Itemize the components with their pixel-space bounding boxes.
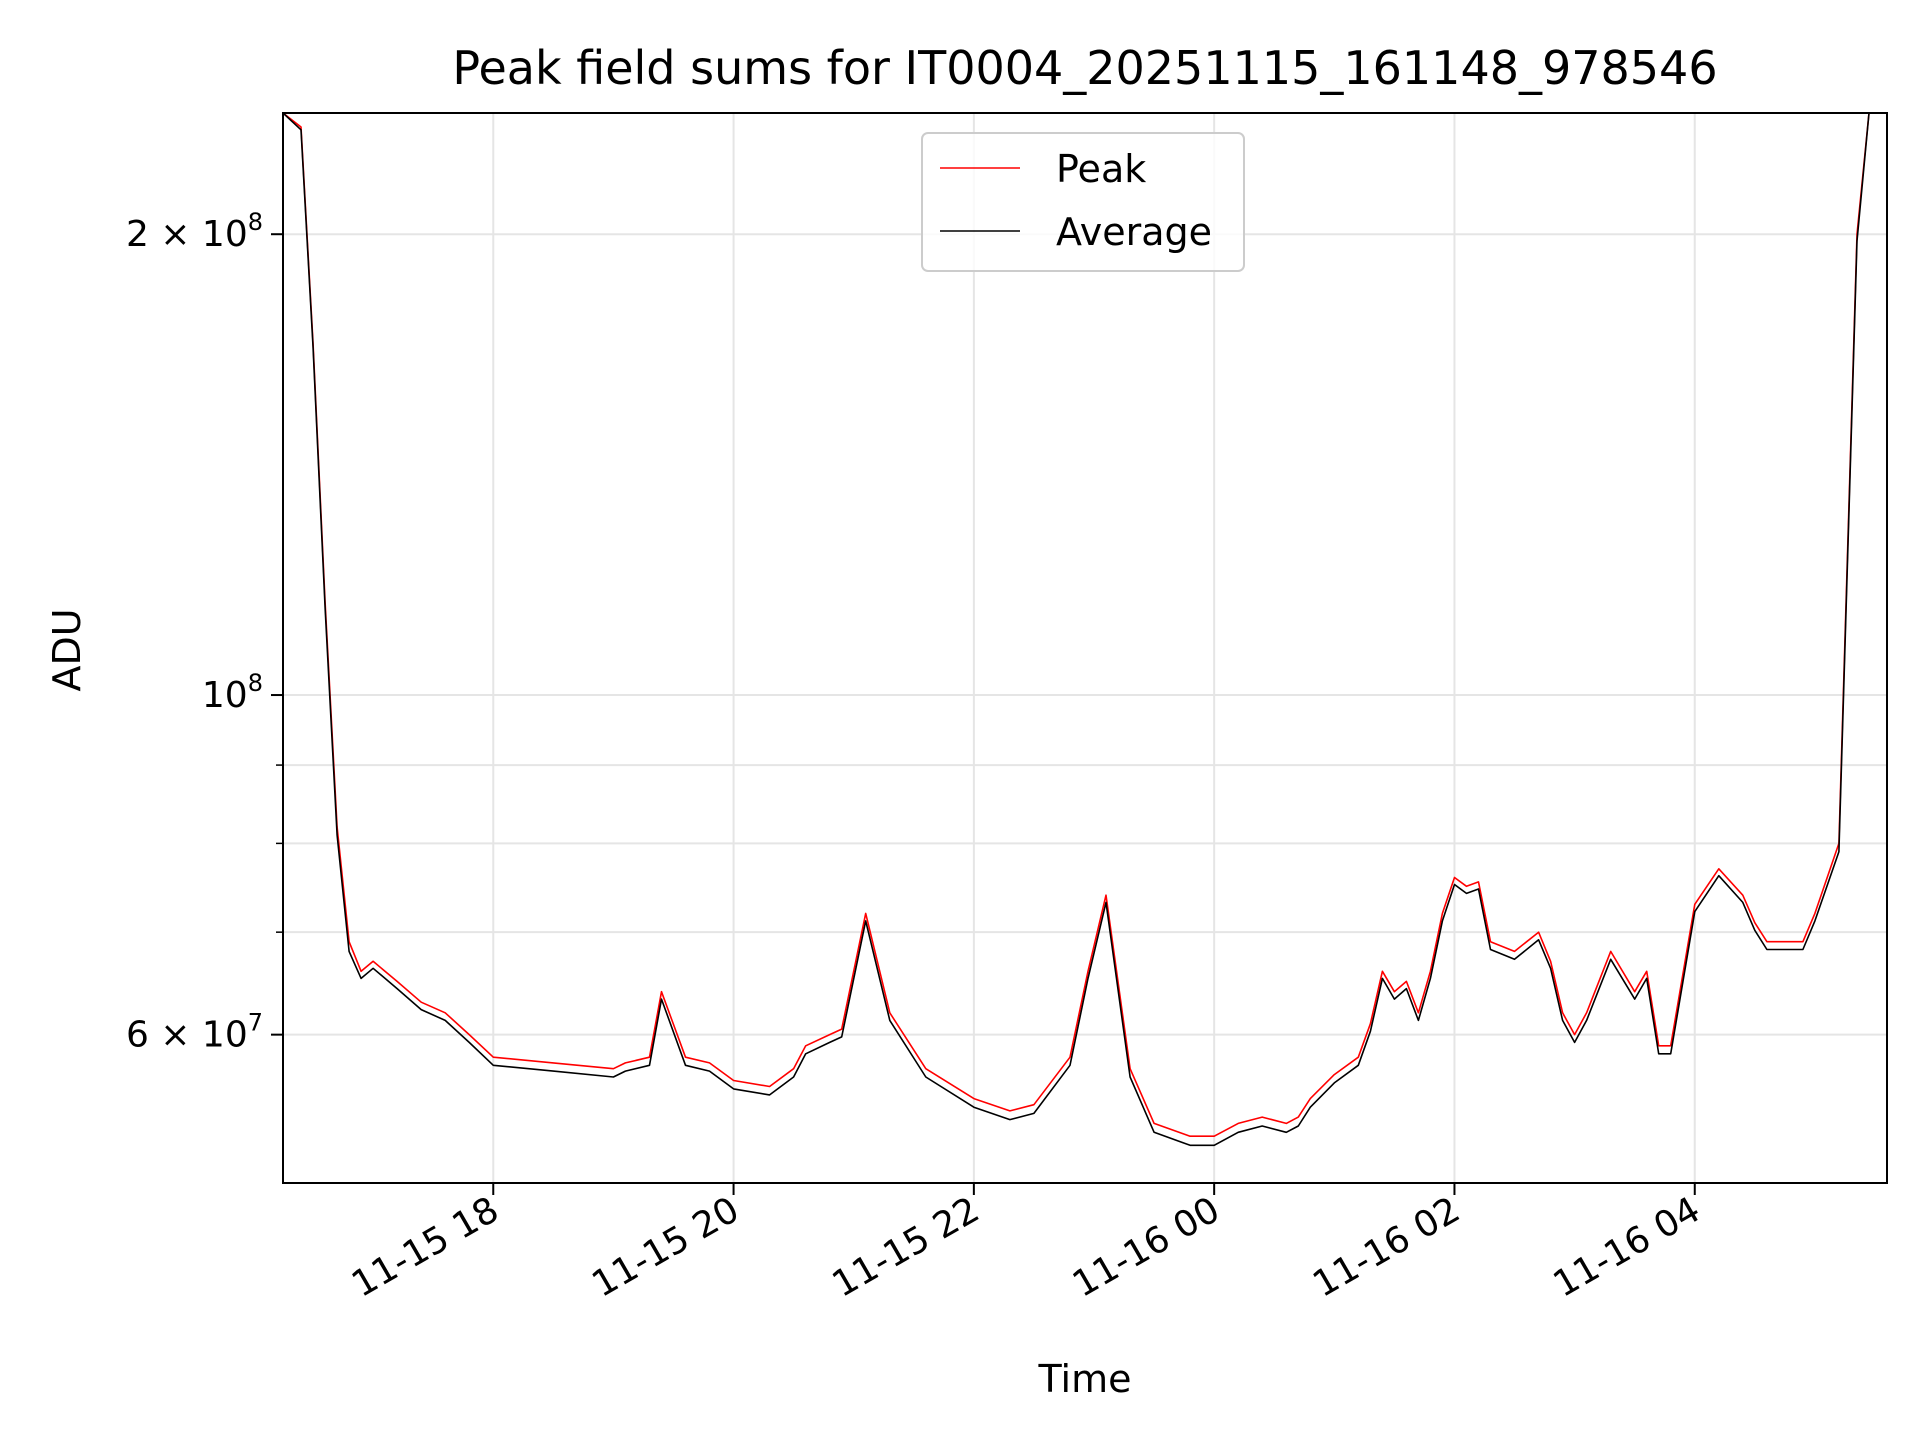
legend-peak-label: Peak xyxy=(1056,147,1146,191)
x-axis-label: Time xyxy=(1038,1357,1132,1401)
chart-title: Peak field sums for IT0004_20251115_1611… xyxy=(452,41,1717,95)
y-tick-label: 6 × 107 xyxy=(126,1009,263,1056)
series-layer xyxy=(283,113,1870,1147)
y-tick-label: 108 xyxy=(202,669,263,716)
plot-frame xyxy=(282,112,1888,1184)
legend-average-label: Average xyxy=(1056,210,1212,254)
series-line-peak xyxy=(283,113,1870,1137)
legend: Peak Average xyxy=(921,132,1245,272)
y-axis-label: ADU xyxy=(45,608,89,691)
y-axis: 6 × 107 108 2 × 108 xyxy=(126,208,283,1056)
y-tick-label: 2 × 108 xyxy=(126,208,263,255)
grid xyxy=(283,113,1887,1183)
series-line-average xyxy=(283,113,1870,1147)
